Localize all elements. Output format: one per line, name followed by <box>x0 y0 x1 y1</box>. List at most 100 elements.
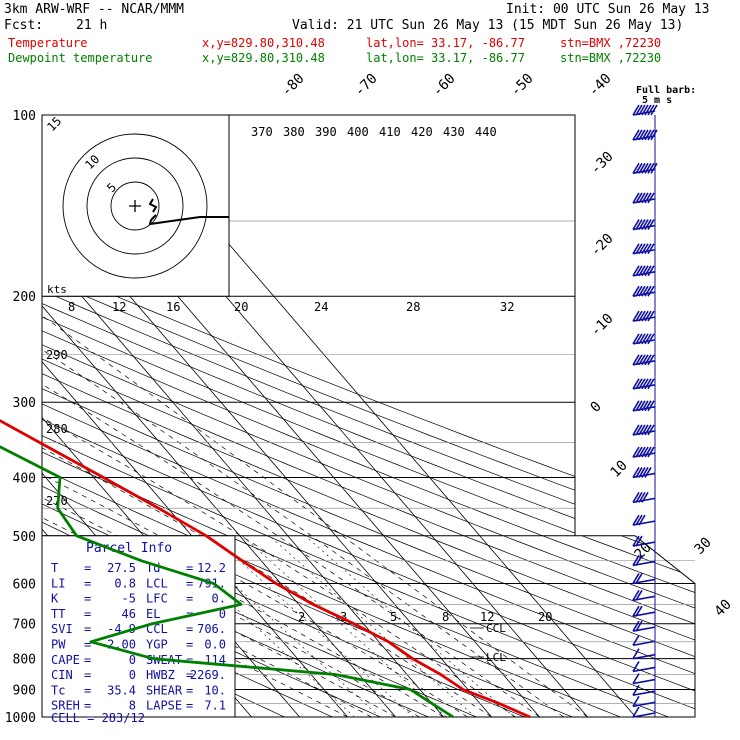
wind-barb-flag <box>632 467 640 478</box>
wind-barb-flag <box>641 378 649 390</box>
parcel-eq: = <box>84 607 91 621</box>
wind-barb-flag <box>641 333 649 345</box>
hodograph-units: kts <box>47 283 67 296</box>
isotherm-line <box>42 115 396 717</box>
parcel-key: CAPE <box>51 653 80 667</box>
wind-barb-flag <box>641 467 649 478</box>
wind-barb-flag <box>632 589 640 601</box>
isotherm-tick-label: -20 <box>588 231 617 260</box>
wind-barb-flag <box>632 661 640 672</box>
full-barb-label: Full barb: <box>636 85 696 96</box>
theta-left-label: 280 <box>46 422 68 436</box>
pressure-tick-label: 900 <box>13 683 36 698</box>
wind-barb <box>632 265 656 277</box>
wind-barb-flag <box>644 162 652 174</box>
isotherm-tick-label: 40 <box>712 597 735 620</box>
isotherm-line <box>42 115 348 717</box>
wind-barb <box>632 467 656 479</box>
wind-barb-flag <box>632 400 640 412</box>
lcl-label: LCL <box>486 651 506 664</box>
wind-barb-flag <box>644 219 652 230</box>
wind-barb <box>632 514 656 526</box>
wind-barb <box>632 695 656 708</box>
wind-barb <box>632 673 656 685</box>
parcel-eq: = <box>186 668 193 682</box>
wind-barb-flag <box>650 162 658 174</box>
moist-adiabat-line <box>42 295 468 717</box>
parcel-key: SVI <box>51 622 73 636</box>
mixing-ratio-line <box>211 535 414 717</box>
parcel-key: LFC <box>146 592 168 606</box>
wind-barb-flag <box>644 310 652 322</box>
wind-barb-shaft <box>632 640 656 647</box>
isotherm-tick-label: -70 <box>352 71 381 100</box>
wind-barb <box>632 400 656 412</box>
wind-barb <box>632 535 656 547</box>
wind-barb-flag <box>638 285 646 297</box>
wind-barb-flag <box>644 400 652 412</box>
wind-barb <box>632 378 656 390</box>
parcel-value: 0.0 <box>204 638 226 652</box>
parcel-eq: = <box>186 561 193 575</box>
wind-barb-shaft <box>632 678 656 685</box>
parcel-eq: = <box>186 699 193 713</box>
isotherm-line <box>0 115 12 717</box>
wind-barb-flag <box>647 219 655 230</box>
parcel-value: 0 <box>129 653 136 667</box>
plus-icon <box>129 200 141 212</box>
wind-barb-flag <box>638 491 646 503</box>
wind-barb-flag <box>647 285 655 297</box>
parcel-key: YGP <box>146 638 168 652</box>
wind-barb-flag <box>644 424 652 436</box>
parcel-key: CCL <box>146 622 168 636</box>
wind-barb-flag <box>632 648 640 660</box>
moist-adiabat-line <box>42 295 348 717</box>
temp-latlon: lat,lon= 33.17, -86.77 <box>366 36 525 50</box>
ccl-label: CCL <box>486 622 506 635</box>
isotherm-tick-label: -40 <box>586 71 615 100</box>
wind-barb-flag <box>632 634 640 646</box>
wind-barb-flag <box>635 192 643 204</box>
wind-barb-flag <box>632 265 640 277</box>
temp-xy: x,y=829.80,310.48 <box>202 36 325 50</box>
wind-barb-flag <box>638 514 646 526</box>
wind-barb-flag <box>644 265 652 277</box>
parcel-value: 10. <box>204 683 226 697</box>
parcel-eq: = <box>186 592 193 606</box>
parcel-value: 0 <box>129 668 136 682</box>
parcel-key: HWBZ <box>146 668 175 682</box>
wind-barb-flag <box>632 219 640 230</box>
moist-adiabat-line <box>42 295 372 717</box>
wind-barb-flag <box>647 129 655 141</box>
full-barb-value: 5 m s <box>642 95 672 106</box>
wind-barb <box>632 491 656 504</box>
wind-barb-flag <box>644 243 652 255</box>
wind-barb-flag <box>641 104 649 116</box>
parcel-key: Tc <box>51 683 65 697</box>
mixing-ratio-label: 32 <box>500 300 514 314</box>
wind-barb-flag <box>638 333 646 345</box>
wind-barb-flag <box>647 378 655 390</box>
wind-barb-flag <box>635 378 643 390</box>
wind-barb-flag <box>650 129 658 141</box>
wind-barb-flag <box>635 310 643 322</box>
parcel-cell: CELL = 283/12 <box>51 711 145 725</box>
wind-barb-flag <box>635 605 643 617</box>
wind-barb-flag <box>644 446 652 458</box>
parcel-eq: = <box>84 699 91 713</box>
hodograph-trace <box>148 198 229 226</box>
forecast-label: Fcst: <box>4 18 44 33</box>
parcel-key: SHEAR <box>146 683 183 697</box>
parcel-key: K <box>51 592 59 606</box>
dew-latlon: lat,lon= 33.17, -86.77 <box>366 51 525 65</box>
wind-barb <box>632 219 656 231</box>
wind-barb-flag <box>632 673 640 684</box>
wind-barb-flag <box>632 605 640 617</box>
parcel-key: TT <box>51 607 65 621</box>
wind-barb <box>632 706 656 718</box>
pressure-tick-label: 500 <box>13 530 36 545</box>
parcel-eq: = <box>84 592 91 606</box>
parcel-info-title: Parcel Info <box>86 541 172 556</box>
valid-time: Valid: 21 UTC Sun 26 May 13 (15 MDT Sun … <box>292 18 684 33</box>
